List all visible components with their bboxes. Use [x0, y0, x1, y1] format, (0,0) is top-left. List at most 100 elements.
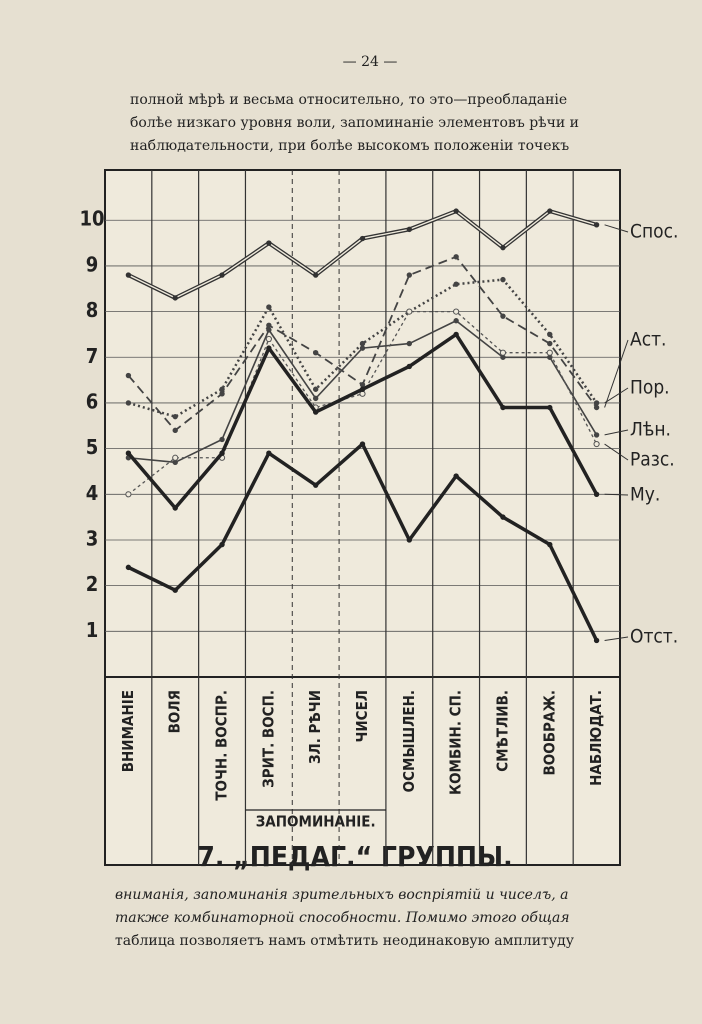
- y-tick-label: 6: [86, 389, 99, 413]
- data-point: [312, 272, 319, 278]
- x-tick-label: ЧИСЕЛ: [353, 690, 371, 743]
- data-point: [125, 450, 132, 456]
- data-point: [219, 272, 225, 278]
- data-point: [219, 450, 225, 456]
- data-point: [453, 308, 460, 315]
- data-point: [500, 404, 506, 411]
- data-point: [406, 226, 413, 233]
- data-point: [359, 235, 366, 242]
- data-point: [546, 349, 553, 356]
- x-tick-label: ВОЛЯ: [166, 690, 184, 733]
- y-tick-label: 10: [79, 207, 104, 231]
- data-point: [266, 345, 272, 351]
- data-point: [500, 276, 506, 283]
- x-tick-label: СМѢТЛИВ.: [493, 690, 511, 772]
- data-point: [500, 313, 506, 319]
- data-point: [266, 322, 272, 328]
- leader-line: [604, 636, 629, 641]
- data-point: [547, 404, 553, 411]
- x-tick-label: ЗЛ. РѢЧИ: [306, 690, 324, 764]
- data-point: [219, 541, 225, 548]
- x-tick-label: ЗРИТ. ВОСП.: [259, 690, 277, 788]
- x-tick-label: ВООБРАЖ.: [540, 690, 558, 776]
- leader-line: [604, 493, 629, 496]
- data-point: [312, 386, 319, 392]
- chart-title: 7. „ПЕДАГ.“ ГРУППЫ.: [197, 840, 512, 873]
- data-point: [406, 308, 413, 315]
- series-line: [128, 310, 598, 495]
- data-point: [406, 340, 413, 347]
- data-point: [593, 400, 600, 406]
- legend-label: Пор.: [630, 377, 670, 399]
- data-point: [500, 244, 506, 251]
- y-tick-label: 7: [86, 344, 99, 368]
- data-point: [453, 331, 459, 338]
- data-point: [453, 208, 459, 214]
- data-point: [219, 386, 225, 392]
- legend-label: Лѣн.: [630, 419, 671, 441]
- x-tick-label: ВНИМАНIЕ: [119, 690, 137, 772]
- data-point: [547, 340, 553, 347]
- data-point: [406, 272, 413, 278]
- data-point: [406, 363, 413, 370]
- data-point: [172, 413, 178, 420]
- text-line: вниманiя, запоминанiя зрительныхъ воспрi…: [115, 887, 568, 903]
- data-point: [359, 386, 366, 392]
- data-point: [547, 541, 553, 548]
- y-tick-label: 2: [86, 572, 99, 596]
- data-point: [593, 404, 600, 411]
- data-point: [219, 436, 225, 443]
- data-point: [593, 222, 600, 228]
- data-point: [265, 335, 272, 343]
- data-point: [593, 440, 600, 448]
- text-line: болѣе низкаго уровня воли, запоминанiе э…: [130, 115, 579, 131]
- data-point: [172, 454, 179, 461]
- data-point: [266, 450, 272, 456]
- x-tick-label: ТОЧН. ВОСПР.: [213, 690, 231, 801]
- y-tick-label: 4: [86, 481, 99, 505]
- data-point: [359, 441, 366, 447]
- data-point: [499, 349, 507, 356]
- legend-label: Спос.: [630, 221, 678, 243]
- legend-label: Разс.: [630, 449, 675, 471]
- data-point: [125, 372, 132, 379]
- data-point: [453, 254, 459, 260]
- y-tick-label: 1: [86, 618, 99, 642]
- data-point: [453, 318, 459, 324]
- data-point: [312, 482, 319, 488]
- data-point: [172, 505, 178, 511]
- data-point: [125, 564, 132, 571]
- data-point: [125, 400, 132, 406]
- data-point: [125, 491, 132, 498]
- data-point: [453, 473, 459, 479]
- y-tick-label: 9: [86, 252, 99, 276]
- leader-line: [604, 443, 629, 461]
- data-point: [219, 391, 225, 397]
- leader-line: [604, 387, 629, 404]
- data-point: [266, 327, 272, 333]
- data-point: [266, 240, 272, 246]
- chart-frame: [104, 169, 621, 866]
- data-point: [500, 514, 506, 520]
- legend-label: Му.: [630, 484, 660, 506]
- data-point: [312, 350, 319, 356]
- text-line: таблица позволяетъ намъ отмѣтить неодина…: [115, 933, 575, 949]
- data-point: [312, 409, 319, 415]
- text-line: наблюдательности, при болѣе высокомъ пол…: [130, 138, 569, 154]
- group-label: ЗАПОМИНАНIЕ.: [256, 813, 376, 831]
- data-point: [312, 395, 319, 402]
- legend-label: Отст.: [630, 626, 678, 648]
- data-point: [547, 331, 553, 338]
- y-tick-label: 5: [86, 435, 99, 459]
- text-line: полной мѣрѣ и весьма относительно, то эт…: [130, 92, 567, 108]
- data-point: [266, 304, 272, 310]
- data-point: [593, 491, 600, 497]
- x-tick-label: НАБЛЮДАТ.: [587, 690, 605, 786]
- data-point: [453, 281, 459, 287]
- y-tick-label: 3: [86, 526, 99, 550]
- data-point: [172, 587, 178, 593]
- leader-line: [604, 224, 629, 233]
- data-point: [172, 427, 178, 434]
- text-line: также комбинаторной способности. Помимо …: [115, 910, 570, 926]
